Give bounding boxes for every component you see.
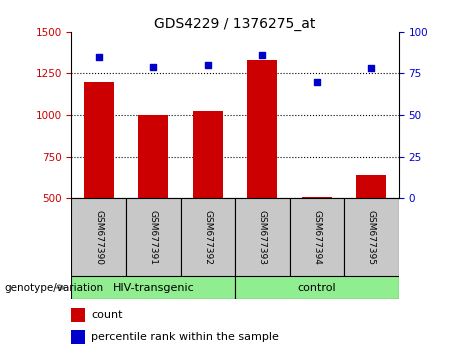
Text: count: count <box>91 310 123 320</box>
Bar <box>138 115 168 198</box>
Point <box>313 79 321 85</box>
Bar <box>235 198 290 276</box>
Point <box>149 64 157 70</box>
Bar <box>71 276 235 299</box>
Bar <box>302 196 332 198</box>
Bar <box>193 111 223 198</box>
Text: GSM677395: GSM677395 <box>367 210 376 265</box>
Bar <box>71 330 84 344</box>
Point <box>368 65 375 71</box>
Point <box>259 52 266 58</box>
Text: HIV-transgenic: HIV-transgenic <box>112 282 194 293</box>
Bar <box>235 276 399 299</box>
Bar <box>71 308 84 322</box>
Bar <box>290 198 344 276</box>
Text: control: control <box>298 282 336 293</box>
Bar <box>356 175 386 198</box>
Bar <box>126 198 181 276</box>
Bar <box>71 198 126 276</box>
Title: GDS4229 / 1376275_at: GDS4229 / 1376275_at <box>154 17 316 31</box>
Point <box>204 62 212 68</box>
Bar <box>84 82 114 198</box>
Text: GSM677391: GSM677391 <box>149 210 158 265</box>
Bar <box>344 198 399 276</box>
Point <box>95 54 102 59</box>
Text: GSM677392: GSM677392 <box>203 210 213 265</box>
Text: GSM677390: GSM677390 <box>94 210 103 265</box>
Bar <box>181 198 235 276</box>
Text: genotype/variation: genotype/variation <box>5 282 104 293</box>
Text: GSM677394: GSM677394 <box>313 210 321 265</box>
Text: GSM677393: GSM677393 <box>258 210 267 265</box>
Text: percentile rank within the sample: percentile rank within the sample <box>91 332 279 342</box>
Bar <box>248 60 278 198</box>
